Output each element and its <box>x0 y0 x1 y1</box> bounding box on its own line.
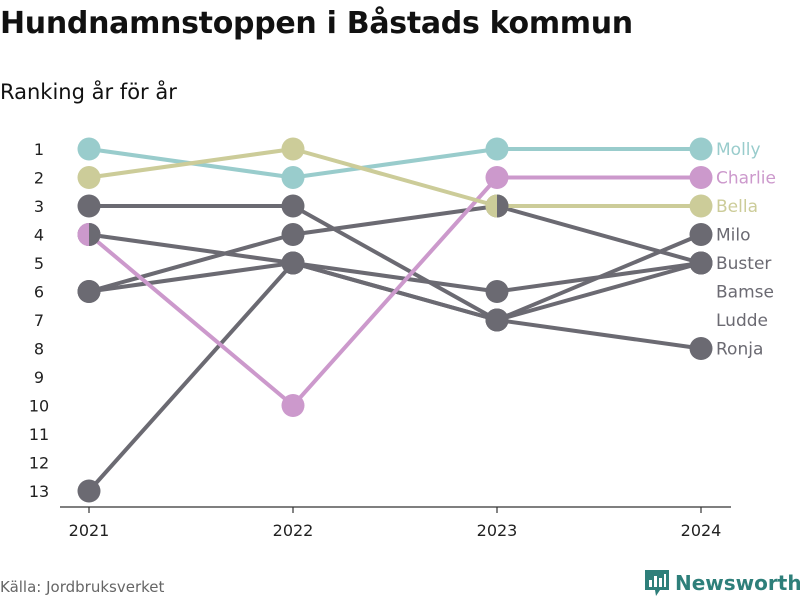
source-text: Källa: Jordbruksverket <box>0 578 165 596</box>
data-point-charlie <box>281 394 305 417</box>
brand-name: Newsworthy <box>675 571 800 595</box>
split-marker-right <box>497 194 509 218</box>
data-point-ronja <box>77 280 101 303</box>
data-point-ludde <box>485 280 509 303</box>
series-label-buster: Buster <box>716 254 771 274</box>
x-tick-label: 2022 <box>273 521 314 540</box>
series-line-bamse <box>87 204 703 294</box>
data-point-ludde <box>689 251 713 275</box>
split-marker-left <box>485 194 497 218</box>
data-point-ronja <box>281 251 305 275</box>
split-marker-left <box>77 223 89 246</box>
data-point-charlie <box>485 166 509 189</box>
series-label-ronja: Ronja <box>716 340 763 360</box>
series-label-charlie: Charlie <box>716 169 776 189</box>
series-line-ludde <box>87 232 703 294</box>
series-labels: Molly Charlie Bella Milo Buster Bamse Ludde Ron… <box>716 140 776 360</box>
y-tick-label: 3 <box>34 197 44 216</box>
brand[interactable]: Newsworthy <box>644 569 800 597</box>
series-lines <box>87 147 703 493</box>
series-markers <box>77 137 713 503</box>
x-tick-label: 2021 <box>69 521 110 540</box>
data-point-molly <box>281 166 305 189</box>
y-tick-label: 11 <box>29 425 49 444</box>
split-marker-right <box>89 223 101 246</box>
y-tick-label: 7 <box>34 311 44 330</box>
data-point-ronja <box>485 308 509 332</box>
x-tick-label: 2023 <box>477 521 518 540</box>
data-point-molly <box>485 137 509 161</box>
series-line-milo <box>87 232 703 493</box>
chart-subtitle: Ranking år för år <box>0 80 177 104</box>
data-point-buster <box>77 194 101 218</box>
data-point-bella <box>689 194 713 218</box>
y-tick-label: 5 <box>34 254 44 273</box>
series-label-ludde: Ludde <box>716 311 768 331</box>
data-point-molly <box>77 137 101 161</box>
newsworthy-logo-icon <box>645 570 669 596</box>
series-label-milo: Milo <box>716 226 751 246</box>
x-tick-label: 2024 <box>681 521 722 540</box>
data-point-milo <box>689 223 713 246</box>
data-point-buster <box>281 194 305 218</box>
data-point-molly <box>689 137 713 161</box>
y-tick-label: 8 <box>34 340 44 359</box>
data-point-charlie <box>689 166 713 189</box>
data-point-milo <box>77 479 101 503</box>
series-line-charlie <box>87 175 703 408</box>
chart-title: Hundnamnstoppen i Båstads kommun <box>0 6 633 41</box>
y-tick-label: 9 <box>34 368 44 387</box>
y-tick-label: 1 <box>34 140 44 159</box>
y-tick-label: 2 <box>34 169 44 188</box>
y-tick-label: 13 <box>29 482 49 501</box>
y-tick-label: 12 <box>29 454 49 473</box>
data-point-ronja <box>689 337 713 360</box>
y-tick-label: 10 <box>29 397 49 416</box>
series-line-buster <box>87 204 703 322</box>
series-label-molly: Molly <box>716 140 761 160</box>
data-point-bamse <box>281 223 305 246</box>
series-line-bella <box>87 147 703 208</box>
data-point-bella <box>281 137 305 161</box>
y-tick-label: 4 <box>34 226 44 245</box>
data-point-bella <box>77 166 101 189</box>
y-tick-label: 6 <box>34 283 44 302</box>
series-label-bella: Bella <box>716 197 758 217</box>
x-axis: 2021 2022 2023 2024 <box>60 506 731 540</box>
series-label-bamse: Bamse <box>716 283 774 303</box>
